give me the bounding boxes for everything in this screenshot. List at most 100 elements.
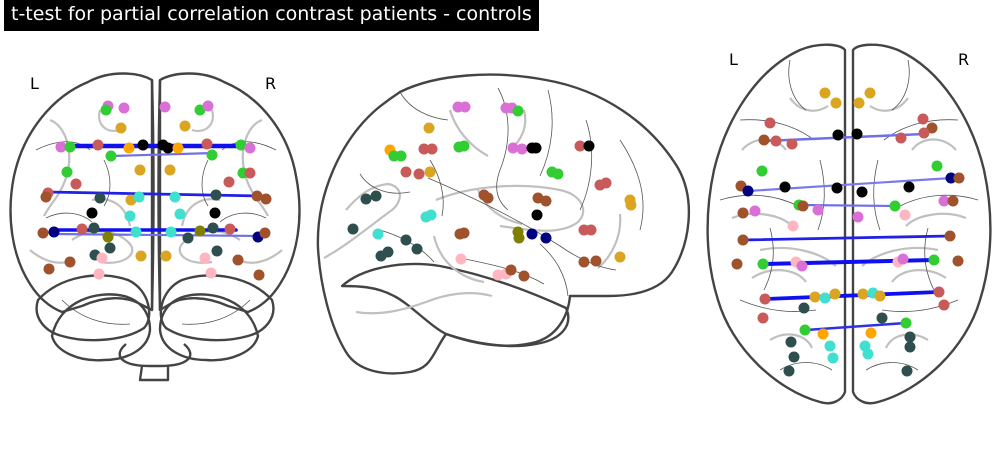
- node: [788, 351, 800, 363]
- node: [118, 102, 130, 114]
- node: [395, 150, 407, 162]
- node: [531, 209, 543, 221]
- node: [953, 172, 965, 184]
- node: [737, 234, 749, 246]
- node: [876, 312, 888, 324]
- node: [48, 226, 60, 238]
- node: [411, 243, 423, 255]
- node: [253, 269, 265, 281]
- node: [64, 141, 76, 153]
- node: [947, 195, 959, 207]
- node: [165, 226, 177, 238]
- node: [223, 176, 235, 188]
- node: [423, 122, 435, 134]
- node: [757, 312, 769, 324]
- node: [917, 113, 929, 125]
- node: [100, 104, 112, 116]
- node: [952, 255, 964, 267]
- node: [856, 186, 868, 198]
- node: [210, 189, 222, 201]
- node: [796, 260, 808, 272]
- node: [93, 268, 105, 280]
- node: [518, 270, 530, 282]
- node: [426, 143, 438, 155]
- node: [819, 87, 831, 99]
- node: [933, 286, 945, 298]
- node: [904, 341, 916, 353]
- edge: [52, 232, 262, 238]
- node: [124, 210, 136, 222]
- node: [133, 191, 145, 203]
- node: [88, 222, 100, 234]
- node: [832, 129, 844, 141]
- node: [492, 269, 504, 281]
- node: [874, 290, 886, 302]
- sagittal-nodes: [347, 101, 637, 282]
- node: [783, 365, 795, 377]
- node: [179, 120, 191, 132]
- node: [244, 167, 256, 179]
- node: [938, 299, 950, 311]
- node: [540, 232, 552, 244]
- node: [201, 138, 213, 150]
- node: [831, 182, 843, 194]
- node: [926, 122, 938, 134]
- node: [590, 255, 602, 267]
- node: [194, 225, 206, 237]
- node: [552, 168, 564, 180]
- node: [105, 150, 117, 162]
- node: [207, 222, 219, 234]
- node: [625, 199, 637, 211]
- node: [731, 258, 743, 270]
- node: [742, 185, 754, 197]
- node: [797, 200, 809, 212]
- node: [482, 192, 494, 204]
- node: [749, 205, 761, 217]
- node: [540, 195, 552, 207]
- node: [102, 231, 114, 243]
- node: [164, 164, 176, 176]
- node: [829, 288, 841, 300]
- node: [852, 211, 864, 223]
- node: [159, 101, 171, 113]
- node: [37, 227, 49, 239]
- node: [130, 226, 142, 238]
- node: [513, 232, 525, 244]
- node: [458, 227, 470, 239]
- node: [895, 132, 907, 144]
- node: [123, 142, 135, 154]
- node: [786, 138, 798, 150]
- node: [418, 143, 430, 155]
- axial-view: [706, 43, 992, 405]
- node: [92, 139, 104, 151]
- node: [889, 200, 901, 212]
- node: [76, 223, 88, 235]
- node: [232, 254, 244, 266]
- node: [530, 142, 542, 154]
- node: [425, 209, 437, 221]
- node: [400, 234, 412, 246]
- node: [137, 139, 149, 151]
- node: [785, 336, 797, 348]
- node: [64, 256, 76, 268]
- node: [61, 166, 73, 178]
- node: [199, 252, 211, 264]
- node: [70, 178, 82, 190]
- coronal-right-label: R: [265, 74, 277, 93]
- node: [824, 340, 836, 352]
- node: [160, 250, 172, 262]
- node: [851, 128, 863, 140]
- node: [455, 253, 467, 265]
- node: [864, 87, 876, 99]
- coronal-fine-lines: [35, 141, 277, 325]
- node: [162, 142, 174, 154]
- node: [424, 166, 436, 178]
- coronal-brain-outline: [9, 72, 301, 382]
- node: [43, 263, 55, 275]
- node: [347, 223, 359, 235]
- edge: [764, 290, 940, 301]
- node: [931, 160, 943, 172]
- node: [104, 242, 116, 254]
- node: [853, 97, 865, 109]
- node: [96, 252, 108, 264]
